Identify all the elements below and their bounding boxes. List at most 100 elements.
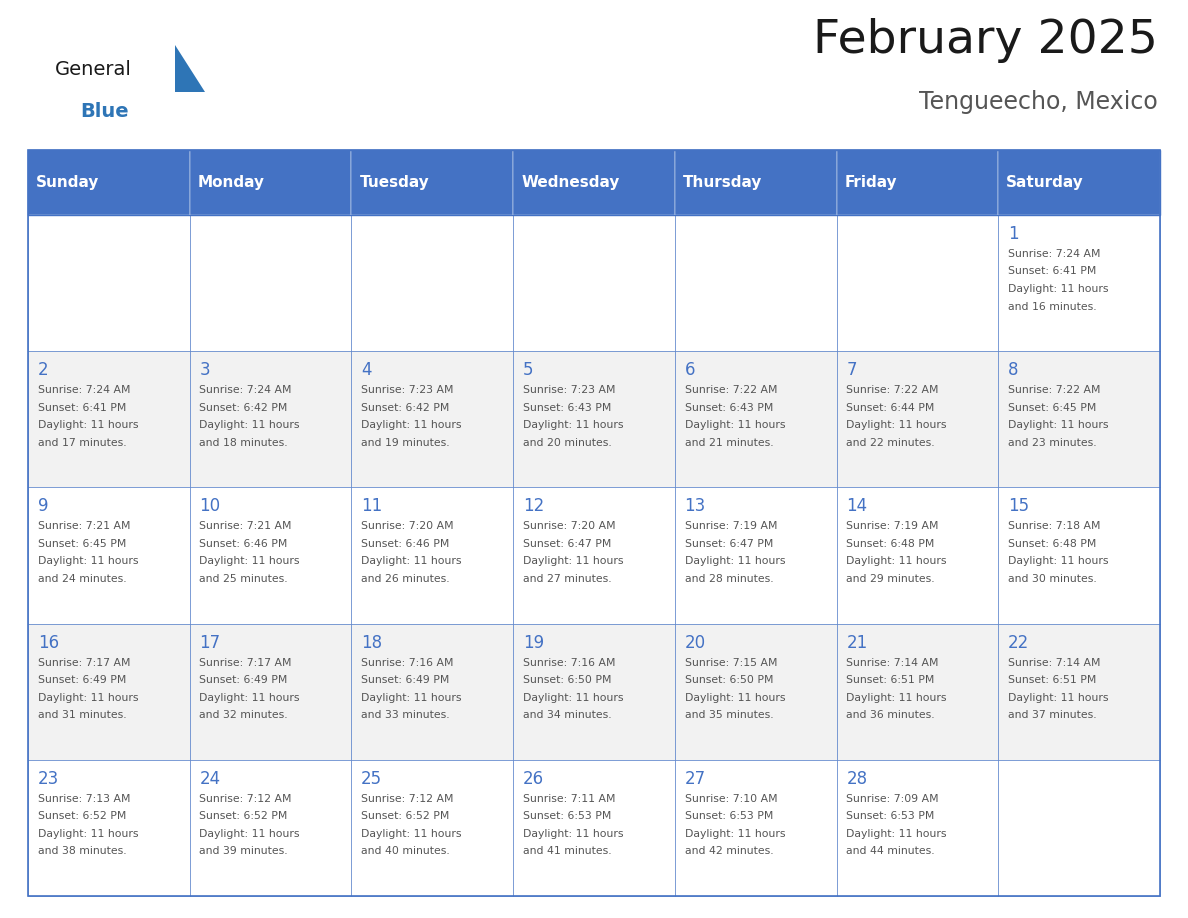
- Bar: [513, 215, 675, 352]
- Text: Sunday: Sunday: [36, 175, 100, 190]
- Text: and 34 minutes.: and 34 minutes.: [523, 711, 612, 720]
- Text: and 36 minutes.: and 36 minutes.: [846, 711, 935, 720]
- Text: Daylight: 11 hours: Daylight: 11 hours: [361, 692, 462, 702]
- Bar: [29, 150, 190, 215]
- Text: 20: 20: [684, 633, 706, 652]
- Text: and 31 minutes.: and 31 minutes.: [38, 711, 126, 720]
- Bar: [29, 487, 190, 623]
- Text: 7: 7: [846, 361, 857, 379]
- Bar: [352, 760, 513, 896]
- Text: Daylight: 11 hours: Daylight: 11 hours: [684, 692, 785, 702]
- Text: Sunset: 6:52 PM: Sunset: 6:52 PM: [361, 812, 449, 822]
- Text: 6: 6: [684, 361, 695, 379]
- Text: 26: 26: [523, 770, 544, 788]
- Text: Sunset: 6:51 PM: Sunset: 6:51 PM: [1007, 675, 1097, 685]
- Text: and 33 minutes.: and 33 minutes.: [361, 711, 450, 720]
- Text: Daylight: 11 hours: Daylight: 11 hours: [200, 829, 299, 839]
- Text: Daylight: 11 hours: Daylight: 11 hours: [684, 556, 785, 566]
- Text: 19: 19: [523, 633, 544, 652]
- Bar: [352, 487, 513, 623]
- Text: Sunset: 6:49 PM: Sunset: 6:49 PM: [361, 675, 449, 685]
- Text: Daylight: 11 hours: Daylight: 11 hours: [523, 556, 624, 566]
- Text: 15: 15: [1007, 498, 1029, 515]
- Text: Sunrise: 7:17 AM: Sunrise: 7:17 AM: [200, 657, 292, 667]
- Bar: [352, 352, 513, 487]
- Text: 17: 17: [200, 633, 221, 652]
- Text: Sunrise: 7:14 AM: Sunrise: 7:14 AM: [846, 657, 939, 667]
- Text: and 18 minutes.: and 18 minutes.: [200, 438, 287, 448]
- Text: 2: 2: [38, 361, 49, 379]
- Text: and 16 minutes.: and 16 minutes.: [1007, 301, 1097, 311]
- Text: Daylight: 11 hours: Daylight: 11 hours: [200, 692, 299, 702]
- Text: Sunrise: 7:21 AM: Sunrise: 7:21 AM: [200, 521, 292, 532]
- Text: Sunset: 6:49 PM: Sunset: 6:49 PM: [38, 675, 126, 685]
- Text: Sunset: 6:50 PM: Sunset: 6:50 PM: [523, 675, 612, 685]
- Text: Sunset: 6:52 PM: Sunset: 6:52 PM: [200, 812, 287, 822]
- Text: 8: 8: [1007, 361, 1018, 379]
- Text: Sunset: 6:42 PM: Sunset: 6:42 PM: [200, 403, 287, 413]
- Bar: [513, 352, 675, 487]
- Text: Daylight: 11 hours: Daylight: 11 hours: [523, 692, 624, 702]
- Bar: [998, 352, 1159, 487]
- Bar: [675, 760, 836, 896]
- Text: Sunrise: 7:19 AM: Sunrise: 7:19 AM: [684, 521, 777, 532]
- Text: Daylight: 11 hours: Daylight: 11 hours: [38, 556, 138, 566]
- Text: Sunrise: 7:16 AM: Sunrise: 7:16 AM: [361, 657, 454, 667]
- Text: 18: 18: [361, 633, 383, 652]
- Text: and 41 minutes.: and 41 minutes.: [523, 846, 612, 856]
- Text: Sunrise: 7:22 AM: Sunrise: 7:22 AM: [846, 386, 939, 396]
- Text: Saturday: Saturday: [1006, 175, 1085, 190]
- Text: Daylight: 11 hours: Daylight: 11 hours: [361, 420, 462, 431]
- Text: Sunset: 6:41 PM: Sunset: 6:41 PM: [1007, 266, 1097, 276]
- Text: Daylight: 11 hours: Daylight: 11 hours: [200, 556, 299, 566]
- Text: Sunrise: 7:14 AM: Sunrise: 7:14 AM: [1007, 657, 1100, 667]
- Bar: [998, 487, 1159, 623]
- Text: Sunset: 6:50 PM: Sunset: 6:50 PM: [684, 675, 773, 685]
- Text: Sunset: 6:51 PM: Sunset: 6:51 PM: [846, 675, 935, 685]
- Text: Blue: Blue: [80, 102, 128, 121]
- Text: Sunset: 6:43 PM: Sunset: 6:43 PM: [523, 403, 611, 413]
- Text: Sunrise: 7:15 AM: Sunrise: 7:15 AM: [684, 657, 777, 667]
- Bar: [29, 215, 190, 352]
- Text: 28: 28: [846, 770, 867, 788]
- Text: Sunrise: 7:12 AM: Sunrise: 7:12 AM: [200, 794, 292, 804]
- Text: Monday: Monday: [197, 175, 265, 190]
- Text: Sunrise: 7:20 AM: Sunrise: 7:20 AM: [523, 521, 615, 532]
- Text: and 30 minutes.: and 30 minutes.: [1007, 574, 1097, 584]
- Text: Sunrise: 7:23 AM: Sunrise: 7:23 AM: [523, 386, 615, 396]
- Text: 10: 10: [200, 498, 221, 515]
- Text: and 44 minutes.: and 44 minutes.: [846, 846, 935, 856]
- Text: 5: 5: [523, 361, 533, 379]
- Text: Sunset: 6:49 PM: Sunset: 6:49 PM: [200, 675, 287, 685]
- Text: Sunrise: 7:19 AM: Sunrise: 7:19 AM: [846, 521, 939, 532]
- Bar: [190, 352, 352, 487]
- Bar: [836, 623, 998, 760]
- Text: Sunrise: 7:16 AM: Sunrise: 7:16 AM: [523, 657, 615, 667]
- Bar: [675, 150, 836, 215]
- Polygon shape: [175, 45, 206, 92]
- Text: Sunrise: 7:22 AM: Sunrise: 7:22 AM: [1007, 386, 1100, 396]
- Bar: [513, 623, 675, 760]
- Text: Daylight: 11 hours: Daylight: 11 hours: [684, 829, 785, 839]
- Text: 16: 16: [38, 633, 59, 652]
- Bar: [675, 623, 836, 760]
- Text: Sunset: 6:48 PM: Sunset: 6:48 PM: [846, 539, 935, 549]
- Text: February 2025: February 2025: [813, 18, 1158, 63]
- Text: Tuesday: Tuesday: [360, 175, 429, 190]
- Text: Daylight: 11 hours: Daylight: 11 hours: [523, 420, 624, 431]
- Bar: [190, 623, 352, 760]
- Text: Sunset: 6:46 PM: Sunset: 6:46 PM: [361, 539, 449, 549]
- Text: and 26 minutes.: and 26 minutes.: [361, 574, 450, 584]
- Text: 22: 22: [1007, 633, 1029, 652]
- Text: Sunrise: 7:10 AM: Sunrise: 7:10 AM: [684, 794, 777, 804]
- Text: General: General: [55, 60, 132, 79]
- Bar: [352, 623, 513, 760]
- Text: and 19 minutes.: and 19 minutes.: [361, 438, 450, 448]
- Text: Sunrise: 7:18 AM: Sunrise: 7:18 AM: [1007, 521, 1100, 532]
- Text: Sunset: 6:41 PM: Sunset: 6:41 PM: [38, 403, 126, 413]
- Bar: [836, 215, 998, 352]
- Bar: [675, 215, 836, 352]
- Text: Sunset: 6:46 PM: Sunset: 6:46 PM: [200, 539, 287, 549]
- Text: 3: 3: [200, 361, 210, 379]
- Text: Sunrise: 7:24 AM: Sunrise: 7:24 AM: [1007, 249, 1100, 259]
